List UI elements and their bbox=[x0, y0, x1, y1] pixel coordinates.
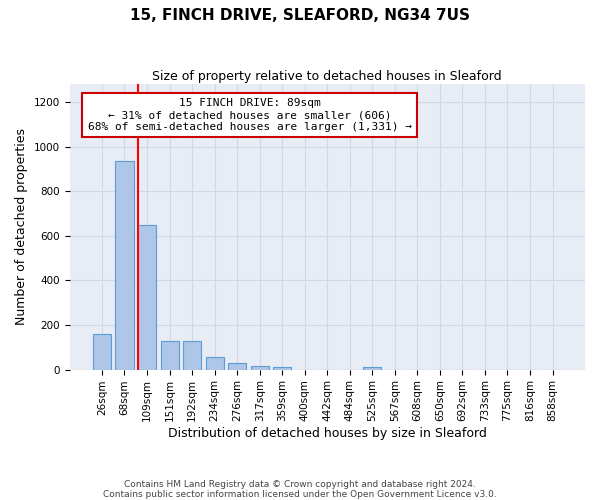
Bar bbox=[206, 358, 224, 370]
Bar bbox=[183, 340, 201, 370]
Bar bbox=[228, 363, 246, 370]
Bar bbox=[273, 367, 291, 370]
Bar bbox=[115, 161, 134, 370]
Bar bbox=[93, 334, 111, 370]
Title: Size of property relative to detached houses in Sleaford: Size of property relative to detached ho… bbox=[152, 70, 502, 83]
Text: Contains HM Land Registry data © Crown copyright and database right 2024.
Contai: Contains HM Land Registry data © Crown c… bbox=[103, 480, 497, 499]
X-axis label: Distribution of detached houses by size in Sleaford: Distribution of detached houses by size … bbox=[168, 427, 487, 440]
Bar bbox=[161, 340, 179, 370]
Text: 15 FINCH DRIVE: 89sqm
← 31% of detached houses are smaller (606)
68% of semi-det: 15 FINCH DRIVE: 89sqm ← 31% of detached … bbox=[88, 98, 412, 132]
Bar bbox=[138, 224, 156, 370]
Text: 15, FINCH DRIVE, SLEAFORD, NG34 7US: 15, FINCH DRIVE, SLEAFORD, NG34 7US bbox=[130, 8, 470, 22]
Bar bbox=[251, 366, 269, 370]
Y-axis label: Number of detached properties: Number of detached properties bbox=[15, 128, 28, 326]
Bar bbox=[364, 367, 382, 370]
